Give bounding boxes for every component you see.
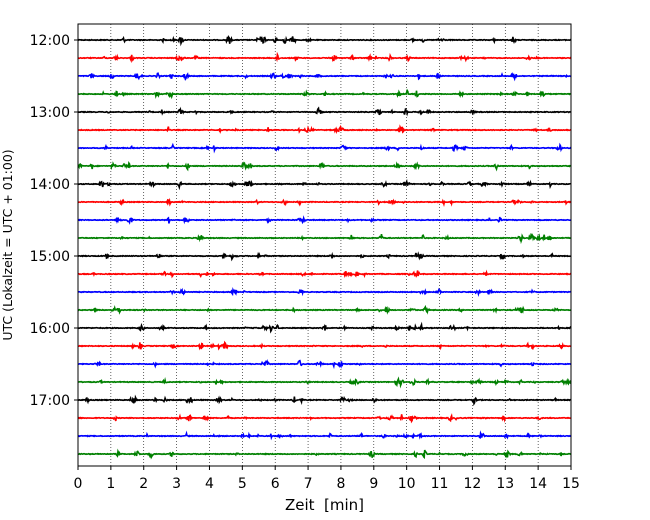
trace-1515 xyxy=(77,269,572,279)
x-tick-label-10: 10 xyxy=(398,476,416,492)
x-tick-label-0: 0 xyxy=(74,476,83,492)
x-tick-label-1: 1 xyxy=(106,476,115,492)
x-tick-label-15: 15 xyxy=(562,476,580,492)
trace-1200 xyxy=(77,34,572,47)
x-tick-label-11: 11 xyxy=(431,476,449,492)
trace-1745 xyxy=(77,448,572,460)
trace-1230 xyxy=(77,71,572,82)
x-tick-label-13: 13 xyxy=(496,476,514,492)
x-tick-label-4: 4 xyxy=(205,476,214,492)
x-tick-label-3: 3 xyxy=(172,476,181,492)
x-tick-label-14: 14 xyxy=(529,476,547,492)
y-tick-label-1300: 13:00 xyxy=(30,105,70,121)
trace-1730 xyxy=(77,430,572,441)
plot-frame xyxy=(77,23,572,467)
trace-1545 xyxy=(77,304,572,315)
y-tick-label-1500: 15:00 xyxy=(30,249,70,265)
trace-1415 xyxy=(77,197,572,208)
x-tick-label-6: 6 xyxy=(271,476,280,492)
plot-background xyxy=(78,24,571,466)
x-axis-label: Zeit [min] xyxy=(285,496,364,514)
trace-1700 xyxy=(77,394,572,407)
x-tick-label-8: 8 xyxy=(336,476,345,492)
trace-1500 xyxy=(77,251,572,262)
trace-1645 xyxy=(77,376,572,389)
trace-1615 xyxy=(77,340,572,351)
trace-1300 xyxy=(77,106,572,117)
trace-1215 xyxy=(77,51,572,64)
trace-1715 xyxy=(77,413,572,424)
trace-1245 xyxy=(77,88,572,100)
trace-1445 xyxy=(77,232,572,245)
seismogram-traces xyxy=(77,34,572,460)
y-tick-label-1600: 16:00 xyxy=(30,321,70,337)
y-axis-ticks: 12:00 13:00 14:00 15:00 16:00 17:00 xyxy=(30,33,78,409)
trace-1600 xyxy=(77,321,572,334)
trace-1400 xyxy=(77,178,572,191)
y-tick-label-1200: 12:00 xyxy=(30,33,70,49)
y-tick-label-1400: 14:00 xyxy=(30,177,70,193)
x-tick-label-9: 9 xyxy=(369,476,378,492)
trace-1345 xyxy=(77,161,572,172)
trace-1530 xyxy=(77,287,572,298)
x-tick-label-12: 12 xyxy=(463,476,481,492)
y-tick-label-1700: 17:00 xyxy=(30,393,70,409)
trace-1315 xyxy=(77,124,572,135)
x-axis-ticks: 0 1 2 3 4 5 6 7 8 9 10 11 12 13 14 15 xyxy=(74,466,580,492)
x-tick-label-5: 5 xyxy=(238,476,247,492)
trace-1430 xyxy=(78,215,572,225)
y-axis-label: UTC (Lokalzeit = UTC + 01:00) xyxy=(0,149,15,340)
x-tick-label-7: 7 xyxy=(304,476,313,492)
trace-1330 xyxy=(77,142,572,154)
x-tick-label-2: 2 xyxy=(139,476,148,492)
trace-1630 xyxy=(77,359,572,370)
